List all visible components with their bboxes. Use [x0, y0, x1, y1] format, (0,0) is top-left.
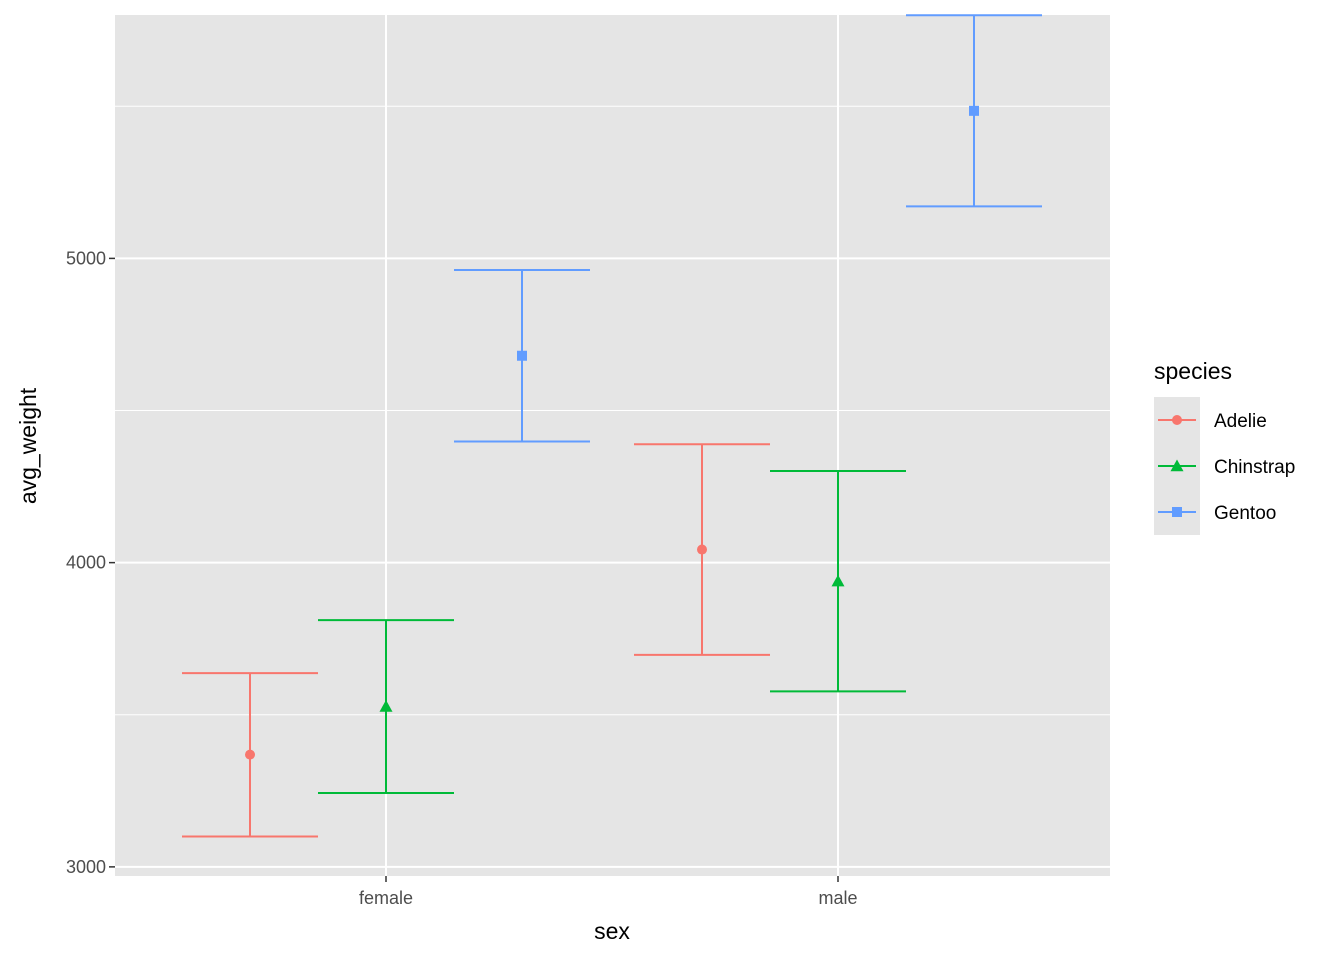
- legend-label-gentoo: Gentoo: [1214, 503, 1276, 524]
- point-adelie-female: [245, 749, 255, 760]
- legend-label-chinstrap: Chinstrap: [1214, 457, 1295, 478]
- y-axis-title: avg_weight: [15, 387, 41, 504]
- point-adelie-male: [697, 544, 707, 555]
- x-tick-label: female: [359, 888, 413, 908]
- x-axis: female male: [359, 876, 858, 908]
- minor-gridlines: [115, 105, 1110, 716]
- x-tick-label: male: [818, 888, 857, 908]
- point-gentoo-male: [969, 105, 979, 116]
- plot-panel: [115, 15, 1110, 876]
- y-axis: 3000 4000 5000: [66, 248, 115, 877]
- chart-marks: [182, 14, 1042, 838]
- y-tick-label: 4000: [66, 553, 106, 573]
- major-gridlines: [115, 15, 1110, 876]
- point-chinstrap-male: [831, 574, 845, 587]
- y-tick-label: 5000: [66, 248, 106, 268]
- legend: species Adelie Chinstrap Gentoo: [1154, 358, 1295, 535]
- legend-key-circle-icon: [1172, 415, 1182, 425]
- point-chinstrap-female: [379, 700, 393, 712]
- y-tick-label: 3000: [66, 857, 106, 877]
- point-gentoo-female: [517, 350, 527, 361]
- legend-key-square-icon: [1172, 507, 1182, 517]
- legend-title: species: [1154, 358, 1232, 384]
- x-axis-title: sex: [594, 918, 630, 944]
- legend-label-adelie: Adelie: [1214, 411, 1267, 432]
- legend-key-triangle-icon: [1170, 459, 1184, 472]
